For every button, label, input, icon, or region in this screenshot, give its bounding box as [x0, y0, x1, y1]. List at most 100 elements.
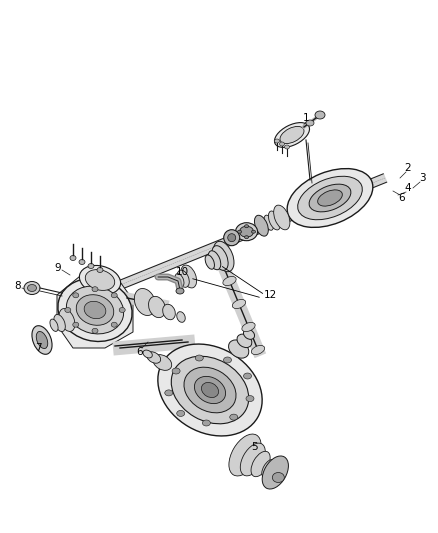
- Ellipse shape: [287, 168, 373, 228]
- Ellipse shape: [244, 329, 254, 340]
- Ellipse shape: [119, 308, 125, 312]
- Ellipse shape: [92, 328, 98, 333]
- Ellipse shape: [70, 255, 76, 261]
- Ellipse shape: [73, 322, 79, 327]
- Ellipse shape: [264, 215, 274, 230]
- Ellipse shape: [315, 111, 325, 119]
- Text: 10: 10: [176, 267, 189, 277]
- Text: 1: 1: [303, 113, 309, 123]
- Ellipse shape: [212, 246, 228, 270]
- Ellipse shape: [165, 390, 173, 396]
- Ellipse shape: [285, 145, 290, 149]
- Ellipse shape: [177, 410, 185, 416]
- Ellipse shape: [318, 190, 343, 206]
- Ellipse shape: [59, 309, 75, 332]
- Ellipse shape: [244, 236, 248, 239]
- Ellipse shape: [111, 322, 117, 327]
- Ellipse shape: [229, 434, 261, 476]
- Ellipse shape: [205, 255, 215, 269]
- Ellipse shape: [84, 301, 106, 319]
- Ellipse shape: [147, 352, 161, 363]
- Ellipse shape: [111, 293, 117, 298]
- Ellipse shape: [240, 443, 265, 476]
- Ellipse shape: [229, 340, 249, 358]
- Ellipse shape: [262, 459, 275, 478]
- Text: 2: 2: [405, 163, 411, 173]
- Text: 8: 8: [15, 281, 21, 291]
- Ellipse shape: [134, 288, 155, 316]
- Ellipse shape: [275, 139, 279, 143]
- Ellipse shape: [73, 293, 79, 298]
- Ellipse shape: [158, 344, 262, 436]
- Ellipse shape: [213, 253, 226, 263]
- Ellipse shape: [58, 279, 132, 342]
- Ellipse shape: [236, 223, 258, 241]
- Ellipse shape: [32, 326, 52, 354]
- Ellipse shape: [242, 322, 255, 332]
- Ellipse shape: [181, 265, 197, 288]
- Ellipse shape: [79, 260, 85, 264]
- Ellipse shape: [148, 296, 166, 318]
- Ellipse shape: [177, 270, 189, 287]
- Ellipse shape: [244, 373, 251, 379]
- Polygon shape: [66, 174, 387, 310]
- Ellipse shape: [213, 241, 234, 272]
- Ellipse shape: [172, 368, 180, 374]
- Ellipse shape: [240, 226, 254, 237]
- Ellipse shape: [76, 295, 114, 325]
- Ellipse shape: [228, 233, 236, 241]
- Text: 7: 7: [35, 343, 41, 353]
- Ellipse shape: [195, 355, 203, 361]
- Ellipse shape: [279, 142, 285, 146]
- Ellipse shape: [28, 285, 36, 292]
- Text: 6: 6: [137, 347, 143, 357]
- Ellipse shape: [177, 312, 185, 322]
- Ellipse shape: [254, 215, 268, 236]
- Ellipse shape: [224, 230, 240, 246]
- Ellipse shape: [298, 176, 362, 220]
- Ellipse shape: [85, 270, 115, 290]
- Ellipse shape: [237, 230, 241, 233]
- Ellipse shape: [194, 376, 226, 403]
- Ellipse shape: [153, 354, 172, 370]
- Ellipse shape: [237, 334, 252, 348]
- Ellipse shape: [143, 350, 152, 358]
- Ellipse shape: [246, 395, 254, 401]
- Ellipse shape: [262, 456, 288, 489]
- Text: 3: 3: [419, 173, 425, 183]
- Ellipse shape: [202, 420, 210, 426]
- Ellipse shape: [223, 277, 236, 286]
- Ellipse shape: [201, 383, 219, 398]
- Ellipse shape: [280, 126, 304, 143]
- Ellipse shape: [54, 314, 65, 332]
- Text: 5: 5: [252, 442, 258, 452]
- Ellipse shape: [36, 332, 48, 349]
- Ellipse shape: [171, 356, 249, 424]
- Ellipse shape: [50, 319, 58, 332]
- Ellipse shape: [65, 308, 71, 312]
- Ellipse shape: [92, 287, 98, 292]
- Ellipse shape: [230, 414, 238, 420]
- Ellipse shape: [306, 120, 314, 126]
- Ellipse shape: [162, 304, 175, 320]
- Text: 4: 4: [405, 183, 411, 193]
- Ellipse shape: [268, 211, 280, 230]
- Ellipse shape: [97, 268, 103, 272]
- Ellipse shape: [232, 300, 246, 309]
- Ellipse shape: [275, 123, 310, 148]
- Ellipse shape: [244, 225, 248, 228]
- Ellipse shape: [208, 251, 221, 270]
- Ellipse shape: [184, 367, 236, 413]
- Ellipse shape: [223, 357, 232, 363]
- Ellipse shape: [251, 230, 255, 233]
- Ellipse shape: [176, 288, 184, 294]
- Polygon shape: [57, 272, 133, 348]
- Ellipse shape: [24, 281, 40, 295]
- Ellipse shape: [175, 273, 184, 287]
- Ellipse shape: [272, 472, 284, 482]
- Ellipse shape: [309, 184, 351, 212]
- Ellipse shape: [251, 451, 270, 477]
- Text: 12: 12: [263, 290, 277, 300]
- Text: 6: 6: [399, 193, 405, 203]
- Ellipse shape: [66, 286, 124, 334]
